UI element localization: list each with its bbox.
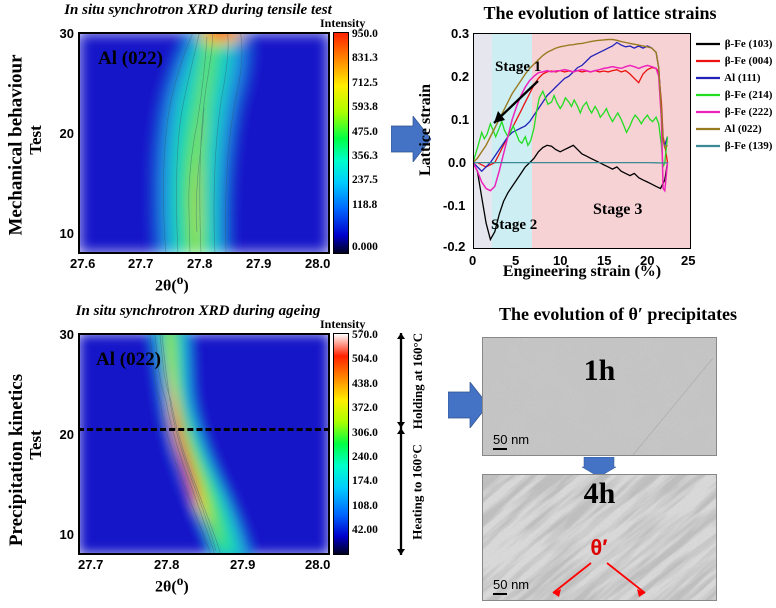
svg-text:θ′: θ′ bbox=[590, 535, 607, 560]
